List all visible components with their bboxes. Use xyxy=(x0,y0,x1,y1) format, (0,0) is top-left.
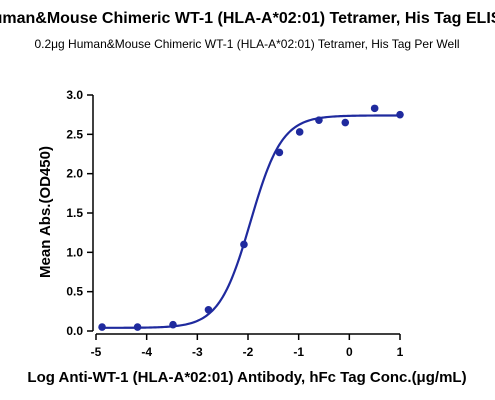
y-tick-label: 3.0 xyxy=(66,88,83,102)
data-point xyxy=(295,128,304,136)
data-point xyxy=(341,118,350,127)
data-point xyxy=(204,305,213,314)
fit-curve xyxy=(102,114,400,329)
x-tick-label: -1 xyxy=(293,345,304,359)
data-point xyxy=(98,323,106,331)
data-point xyxy=(240,240,248,249)
x-tick-label: -3 xyxy=(192,345,203,359)
x-tick-label: -5 xyxy=(91,345,102,359)
data-point xyxy=(315,116,323,124)
data-point xyxy=(396,110,404,119)
data-point xyxy=(370,104,379,113)
y-tick-label: 2.5 xyxy=(66,127,83,141)
x-axis-label: Log Anti-WT-1 (HLA-A*02:01) Antibody, hF… xyxy=(27,369,466,386)
x-tick-label: 0 xyxy=(346,345,353,359)
data-point xyxy=(169,320,177,329)
data-points xyxy=(98,104,404,331)
y-axis-label: Mean Abs.(OD450) xyxy=(37,146,54,278)
data-point xyxy=(275,148,284,157)
data-point xyxy=(133,323,142,331)
y-tick-label: 0.5 xyxy=(66,285,83,299)
y-tick-label: 1.5 xyxy=(66,206,83,220)
x-tick-label: -4 xyxy=(141,345,152,359)
y-axis: 0.0 0.5 1.0 1.5 2.0 2.5 3.0 xyxy=(66,88,94,338)
x-axis: -5 -4 -3 -2 -1 0 1 xyxy=(91,333,404,359)
y-tick-label: 2.0 xyxy=(66,167,83,181)
x-tick-label: 1 xyxy=(397,345,404,359)
chart-title: Human&Mouse Chimeric WT-1 (HLA-A*02:01) … xyxy=(0,10,495,27)
y-tick-label: 1.0 xyxy=(66,245,83,259)
y-tick-label: 0.0 xyxy=(66,324,83,338)
chart-subtitle: 0.2μg Human&Mouse Chimeric WT-1 (HLA-A*0… xyxy=(34,37,459,51)
x-tick-label: -2 xyxy=(243,345,254,359)
